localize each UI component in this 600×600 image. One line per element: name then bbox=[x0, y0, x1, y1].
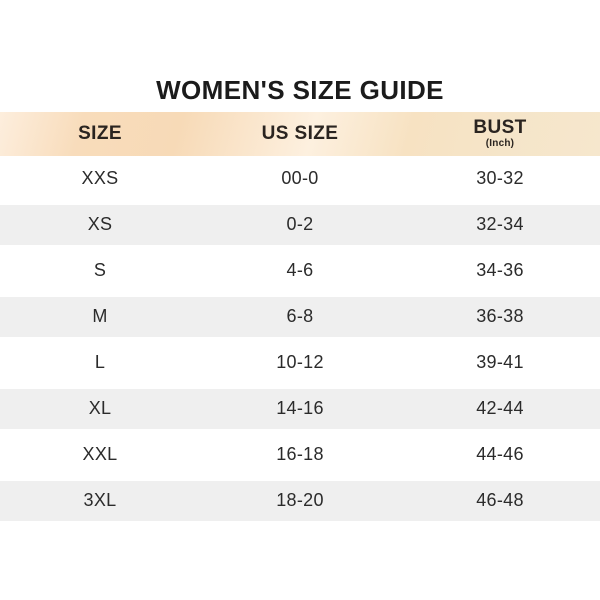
column-header-bust: BUST (Inch) bbox=[400, 116, 600, 149]
us-size-cell: 00-0 bbox=[281, 168, 319, 189]
us-size-cell: 0-2 bbox=[286, 214, 314, 235]
bust-cell: 34-36 bbox=[476, 260, 524, 281]
table-row: L 10-12 39-41 bbox=[0, 339, 600, 386]
table-row: M 6-8 36-38 bbox=[0, 293, 600, 340]
us-size-cell: 16-18 bbox=[276, 444, 324, 465]
size-guide-table: SIZE US SIZE BUST (Inch) XXS 00-0 30-32 … bbox=[0, 111, 600, 524]
column-header-size-label: SIZE bbox=[78, 122, 122, 144]
us-size-cell: 18-20 bbox=[276, 490, 324, 511]
bust-cell: 44-46 bbox=[476, 444, 524, 465]
bust-cell: 36-38 bbox=[476, 306, 524, 327]
table-row: XXS 00-0 30-32 bbox=[0, 155, 600, 202]
table-row: XXL 16-18 44-46 bbox=[0, 431, 600, 478]
size-cell: 3XL bbox=[83, 490, 117, 511]
us-size-cell: 10-12 bbox=[276, 352, 324, 373]
bust-cell: 32-34 bbox=[476, 214, 524, 235]
size-cell: M bbox=[92, 306, 108, 327]
column-header-us-size-label: US SIZE bbox=[261, 122, 339, 144]
bust-cell: 30-32 bbox=[476, 168, 524, 189]
table-body: XXS 00-0 30-32 XS 0-2 32-34 S 4-6 34-36 … bbox=[0, 155, 600, 524]
size-cell: L bbox=[94, 352, 106, 373]
size-cell: XXL bbox=[82, 444, 118, 465]
column-header-size: SIZE bbox=[0, 122, 200, 144]
table-row: XS 0-2 32-34 bbox=[0, 201, 600, 248]
page-title: WOMEN'S SIZE GUIDE bbox=[156, 75, 444, 105]
table-row: 3XL 18-20 46-48 bbox=[0, 477, 600, 524]
bust-cell: 46-48 bbox=[476, 490, 524, 511]
column-header-us-size: US SIZE bbox=[200, 122, 400, 144]
us-size-cell: 14-16 bbox=[276, 398, 324, 419]
bust-unit-label: (Inch) bbox=[485, 137, 515, 149]
us-size-cell: 4-6 bbox=[286, 260, 314, 281]
column-header-bust-label: BUST bbox=[473, 116, 527, 138]
table-header-row: SIZE US SIZE BUST (Inch) bbox=[0, 111, 600, 156]
us-size-cell: 6-8 bbox=[286, 306, 314, 327]
bust-cell: 42-44 bbox=[476, 398, 524, 419]
bust-cell: 39-41 bbox=[476, 352, 524, 373]
size-cell: XXS bbox=[81, 168, 119, 189]
table-row: XL 14-16 42-44 bbox=[0, 385, 600, 432]
size-cell: XS bbox=[87, 214, 113, 235]
size-cell: XL bbox=[88, 398, 112, 419]
size-cell: S bbox=[93, 260, 107, 281]
table-row: S 4-6 34-36 bbox=[0, 247, 600, 294]
